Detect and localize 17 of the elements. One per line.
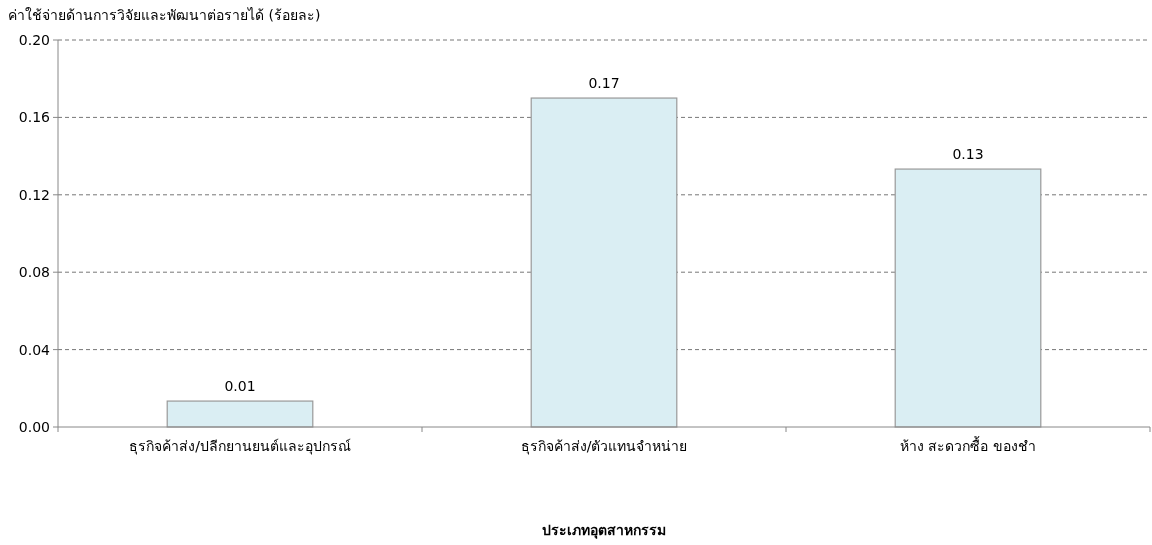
x-tick-label: ธุรกิจค้าส่ง/ปลีกยานยนต์และอุปกรณ์ [129,438,351,455]
y-tick-label: 0.00 [18,419,50,435]
bar [166,400,314,428]
data-label: 0.01 [224,378,256,395]
y-tick-label: 0.16 [18,109,51,126]
y-tick-label: 0.04 [18,341,51,358]
y-tick-label: 0.08 [18,264,50,281]
x-tick-label: ธุรกิจค้าส่ง/ตัวแทนจำหน่าย [520,438,688,455]
data-label: 0.13 [952,146,984,163]
x-axis-title: ประเภทอุตสาหกรรม [542,522,666,539]
x-tick-label: ห้าง สะดวกซื้อ ของชำ [900,436,1036,454]
y-tick-label: 0.20 [18,32,50,48]
bar [894,168,1042,428]
data-label: 0.17 [588,75,620,92]
y-axis-title: ค่าใช้จ่ายด้านการวิจัยและพัฒนาต่อรายได้ (ร้อยละ) [8,7,321,23]
y-tick-label: 0.12 [18,186,50,203]
bar [530,97,678,428]
